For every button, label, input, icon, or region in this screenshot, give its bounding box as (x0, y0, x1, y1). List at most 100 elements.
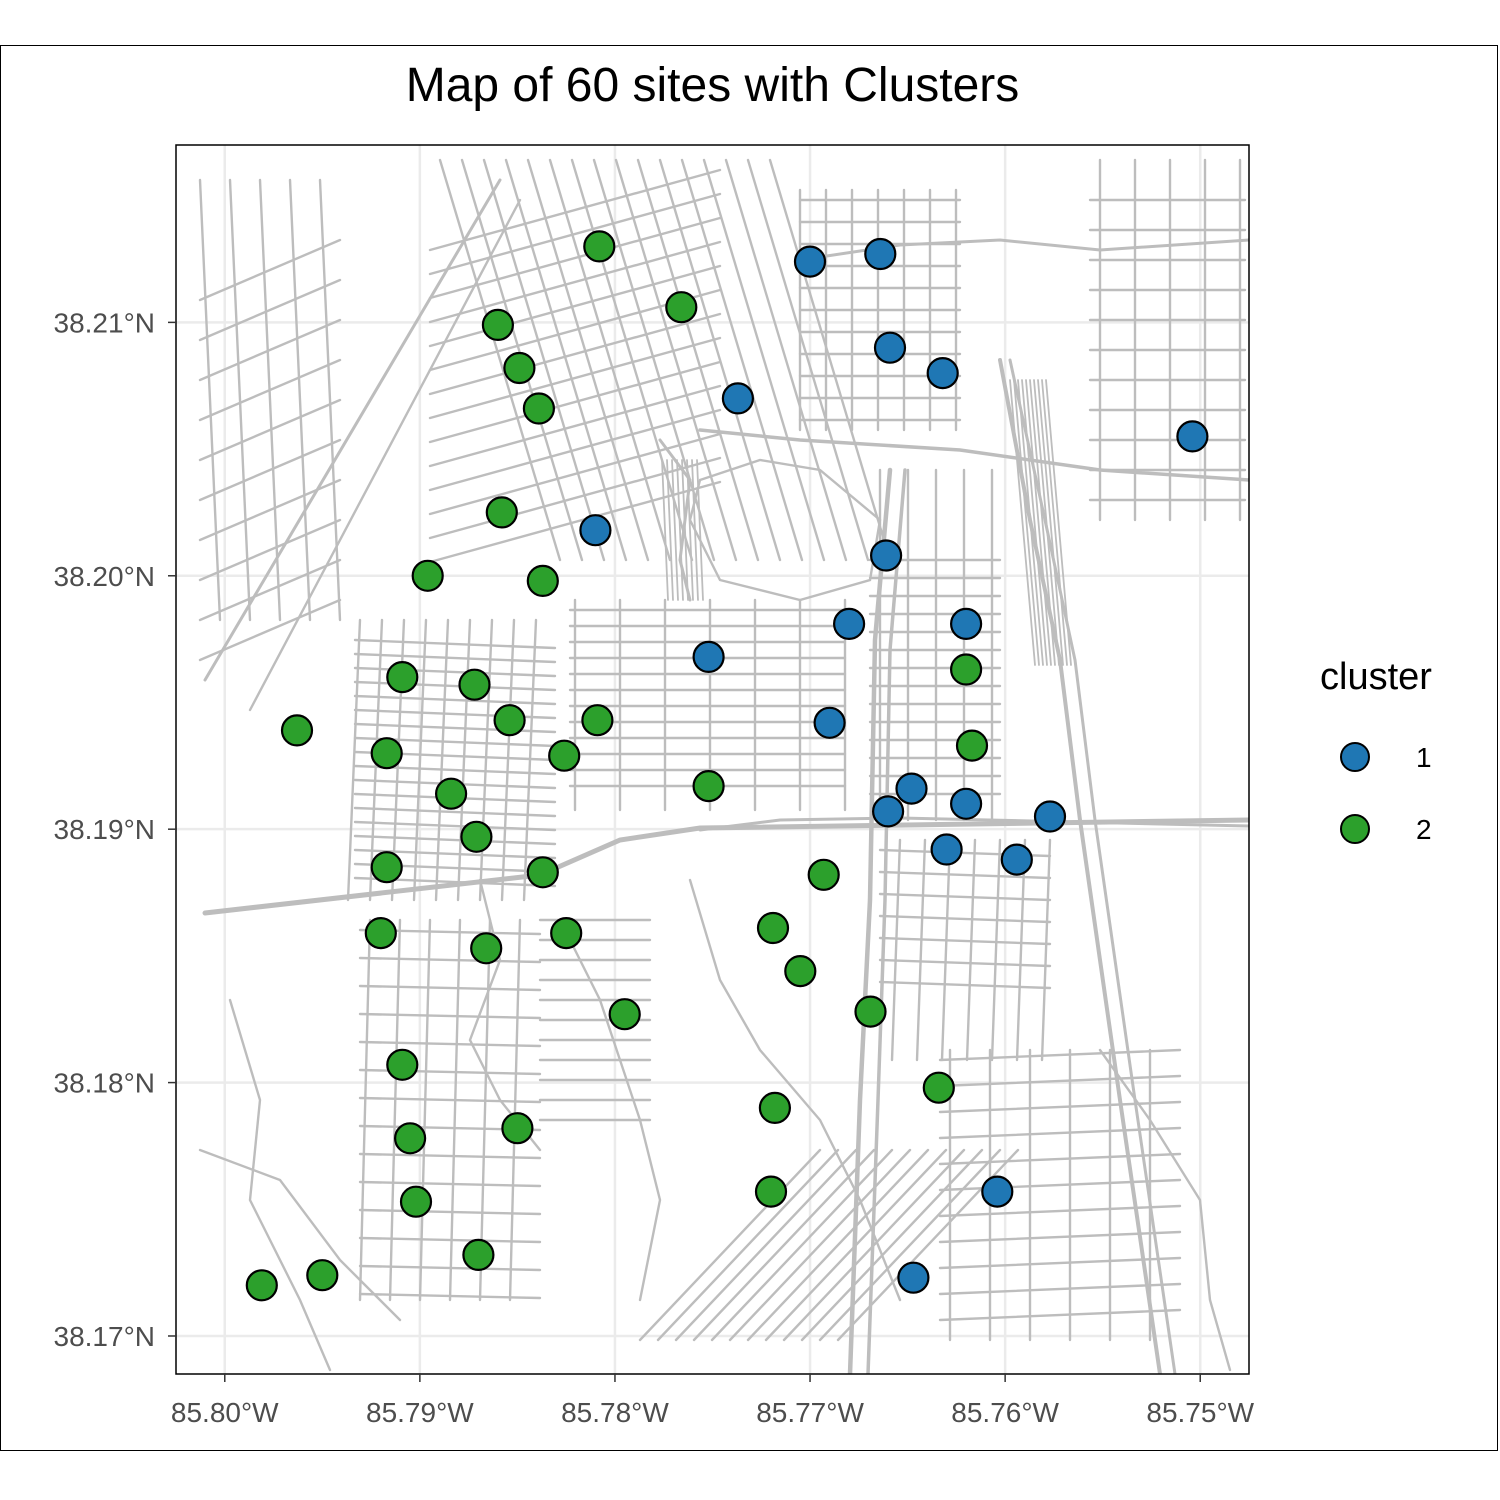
site-point-cluster-1 (949, 787, 983, 820)
site-point-cluster-1 (579, 514, 612, 547)
street-segment (358, 956, 542, 964)
site-point-cluster-2 (470, 932, 503, 965)
street-segment (198, 238, 342, 302)
street-segment (358, 918, 372, 1302)
legend-swatch-cluster-1 (1340, 742, 1370, 772)
street-segment (724, 158, 848, 562)
site-point-cluster-2 (370, 851, 403, 884)
site-point-cluster-2 (462, 1238, 495, 1272)
street-segment (548, 158, 672, 562)
street-segment (656, 1148, 840, 1342)
street-segment (1025, 379, 1052, 666)
street-segment (938, 1074, 1182, 1088)
street-segment (614, 158, 738, 562)
street-segment (478, 918, 492, 1302)
legend-label: 1 (1416, 742, 1432, 773)
street-segment (428, 408, 722, 492)
street-segment (358, 1208, 542, 1216)
street-segment (698, 428, 1249, 482)
street-segment (508, 918, 522, 1302)
street-segment (671, 459, 679, 601)
street-segment (940, 838, 952, 1062)
site-point-cluster-1 (873, 331, 907, 364)
site-point-cluster-2 (756, 911, 790, 945)
street-segment (938, 1204, 1182, 1218)
site-point-cluster-1 (1000, 843, 1033, 876)
street-segment (448, 918, 462, 1302)
site-point-cluster-1 (869, 539, 903, 572)
street-segment (1037, 379, 1064, 666)
street-segment (202, 872, 543, 916)
site-point-cluster-1 (793, 245, 827, 278)
street-segment (674, 1148, 858, 1342)
street-segment (428, 432, 722, 516)
street-segment (428, 480, 722, 564)
site-point-cluster-2 (608, 998, 641, 1031)
street-segment (428, 168, 722, 252)
site-point-cluster-2 (458, 668, 491, 701)
street-segment (228, 998, 332, 1372)
x-tick-label: 85.76°W (951, 1397, 1059, 1428)
street-segment (526, 158, 650, 562)
x-tick-label: 85.79°W (366, 1397, 474, 1428)
street-segment (938, 1178, 1182, 1192)
street-segment (1013, 379, 1040, 666)
street-segment (198, 178, 222, 622)
y-tick-label: 38.17°N (54, 1321, 156, 1352)
site-point-cluster-2 (581, 704, 614, 737)
site-point-cluster-2 (503, 351, 536, 385)
site-point-cluster-2 (306, 1259, 339, 1292)
street-segment (1009, 379, 1036, 666)
x-tick-label: 85.78°W (561, 1397, 669, 1428)
street-segment (203, 178, 502, 682)
street-segment (358, 1012, 542, 1020)
site-point-cluster-1 (813, 706, 846, 739)
street-segment (866, 468, 907, 1374)
street-segment (438, 158, 562, 562)
street-segment (998, 358, 1162, 1374)
street-segment (353, 694, 557, 706)
street-segment (353, 806, 557, 818)
street-segment (698, 816, 1249, 832)
panel-border (175, 144, 1250, 1375)
site-point-cluster-2 (754, 1175, 788, 1208)
site-point-cluster-1 (981, 1175, 1014, 1208)
street-segment (965, 838, 977, 1062)
street-segment (456, 618, 472, 902)
site-point-cluster-2 (526, 856, 559, 889)
chart-title: Map of 60 sites with Clusters (405, 59, 1020, 112)
site-point-cluster-2 (548, 739, 581, 772)
plot-border (0, 45, 1498, 1451)
street-segment (388, 918, 402, 1302)
street-segment (938, 1282, 1182, 1296)
site-point-cluster-1 (926, 357, 959, 390)
site-point-cluster-2 (411, 559, 444, 592)
site-point-cluster-2 (394, 1122, 427, 1155)
street-segment (428, 312, 722, 396)
street-segment (198, 278, 342, 342)
street-segment (1041, 379, 1068, 666)
site-point-cluster-1 (721, 382, 755, 415)
street-segment (288, 178, 312, 622)
street-segment (198, 398, 342, 462)
street-segment (818, 1148, 1002, 1342)
street-segment (353, 652, 557, 664)
x-tick-label: 85.77°W (756, 1397, 864, 1428)
street-segment (318, 178, 342, 622)
site-point-cluster-2 (522, 392, 556, 425)
site-point-cluster-2 (481, 308, 514, 341)
street-segment (428, 360, 722, 444)
site-point-cluster-2 (435, 777, 468, 810)
street-segment (1017, 379, 1044, 666)
y-tick-label: 38.18°N (54, 1068, 156, 1099)
site-point-cluster-1 (832, 607, 866, 641)
street-segment (638, 1148, 822, 1342)
street-segment (938, 1308, 1182, 1322)
street-segment (990, 838, 1002, 1062)
street-segment (358, 1040, 542, 1048)
site-point-cluster-1 (895, 772, 928, 805)
street-segment (746, 1148, 930, 1342)
site-point-cluster-2 (386, 1048, 419, 1081)
site-point-cluster-2 (758, 1091, 792, 1125)
street-segment (198, 318, 342, 382)
